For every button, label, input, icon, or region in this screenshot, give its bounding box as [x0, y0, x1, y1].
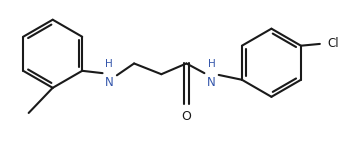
Text: H: H	[208, 59, 215, 69]
Text: Cl: Cl	[327, 37, 339, 50]
Text: N: N	[207, 76, 216, 89]
Text: N: N	[105, 76, 113, 89]
Text: H: H	[105, 59, 113, 69]
Text: O: O	[181, 110, 192, 123]
